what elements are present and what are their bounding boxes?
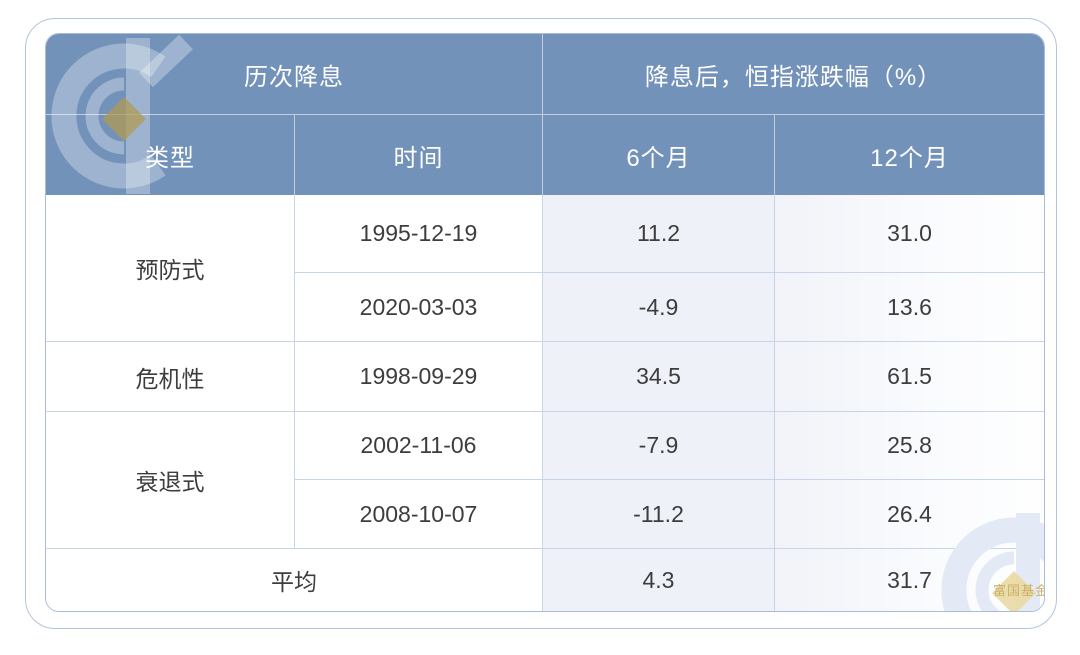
value-12m-cell: 61.5	[774, 341, 1044, 411]
value-12m-cell: 13.6	[774, 272, 1044, 341]
value-6m-cell: -4.9	[542, 272, 774, 341]
value-12m-cell: 31.0	[774, 195, 1044, 272]
date-cell: 1998-09-29	[294, 341, 542, 411]
value-6m-cell: -7.9	[542, 411, 774, 479]
date-cell: 2008-10-07	[294, 479, 542, 548]
column-header-type: 类型	[46, 114, 294, 195]
column-header-time: 时间	[294, 114, 542, 195]
value-6m-cell: 34.5	[542, 341, 774, 411]
type-cell-crisis: 危机性	[46, 341, 294, 411]
type-cell-preventive: 预防式	[46, 195, 294, 341]
date-cell: 2002-11-06	[294, 411, 542, 479]
date-cell: 1995-12-19	[294, 195, 542, 272]
date-cell: 2020-03-03	[294, 272, 542, 341]
value-12m-cell: 26.4	[774, 479, 1044, 548]
average-12m-cell: 31.7	[774, 548, 1044, 611]
type-cell-recession: 衰退式	[46, 411, 294, 548]
header-group-hsi-change: 降息后，恒指涨跌幅（%）	[542, 34, 1044, 114]
column-header-12m: 12个月	[774, 114, 1044, 195]
table-card: 历次降息 降息后，恒指涨跌幅（%） 类型 时间 6个月 12个月 预防式 199…	[25, 18, 1057, 629]
value-12m-cell: 25.8	[774, 411, 1044, 479]
average-label-cell: 平均	[46, 548, 542, 611]
column-header-6m: 6个月	[542, 114, 774, 195]
rate-cut-table: 历次降息 降息后，恒指涨跌幅（%） 类型 时间 6个月 12个月 预防式 199…	[45, 33, 1045, 612]
value-6m-cell: 11.2	[542, 195, 774, 272]
value-6m-cell: -11.2	[542, 479, 774, 548]
header-group-rate-cuts: 历次降息	[46, 34, 542, 114]
average-6m-cell: 4.3	[542, 548, 774, 611]
